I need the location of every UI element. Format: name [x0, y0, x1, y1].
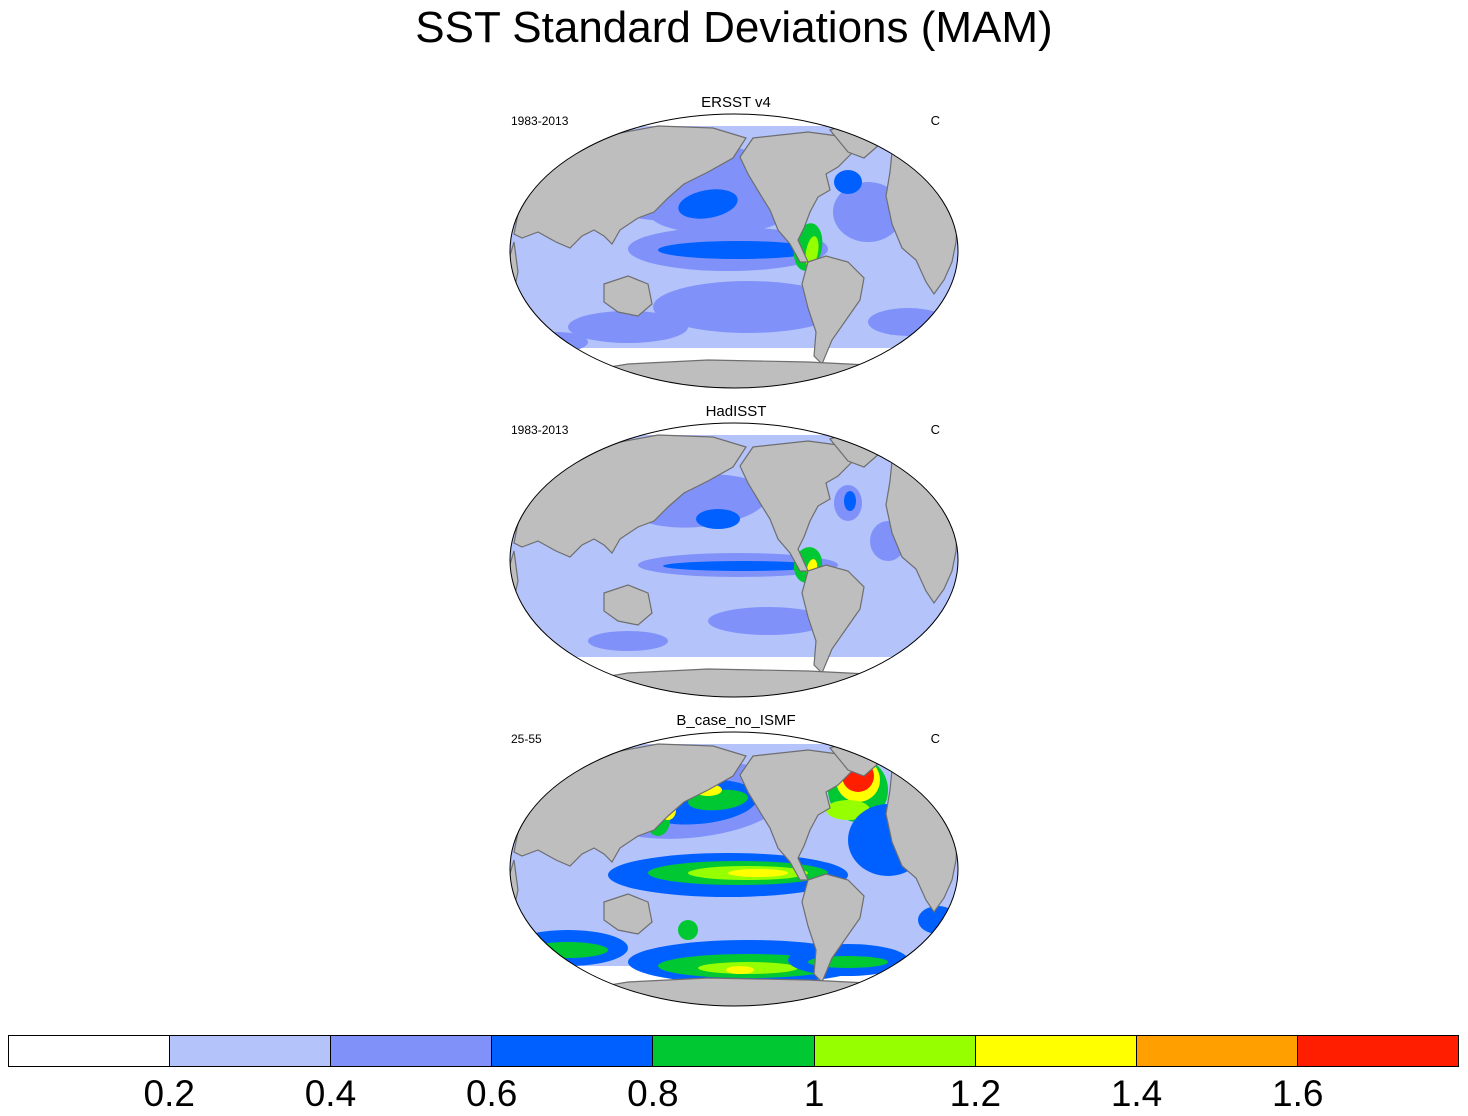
sst-contour-patch [658, 241, 818, 259]
colorbar-tick-label: 1 [803, 1073, 825, 1114]
colorbar-box [653, 1036, 815, 1066]
colorbar-box [975, 1036, 1137, 1066]
land-australia [603, 584, 653, 626]
land-antarctica [566, 977, 931, 1006]
sst-contour-patch [678, 920, 698, 940]
sst-contour-patch [708, 607, 828, 635]
colorbar-tick-label: 0.4 [304, 1073, 357, 1114]
land-south-america [801, 564, 865, 675]
sst-contour-patch [868, 308, 948, 336]
sst-contour-patch [726, 966, 754, 974]
colorbar-tick-label: 0.6 [465, 1073, 518, 1114]
world-map [509, 731, 959, 1007]
figure-title: SST Standard Deviations (MAM) [415, 3, 1053, 52]
colorbar-box [170, 1036, 332, 1066]
colorbar-box [1297, 1036, 1458, 1066]
sst-contour-patch [663, 561, 823, 571]
sst-contour-patch [588, 631, 668, 651]
map-border [509, 422, 959, 698]
land-south-america [801, 873, 865, 984]
sst-contour-patch [568, 311, 688, 343]
land-north-america [739, 131, 854, 263]
panel-units-label: C [930, 113, 940, 128]
colorbar-box [492, 1036, 654, 1066]
world-map [509, 113, 959, 389]
land-antarctica [566, 668, 931, 697]
world-map [509, 422, 959, 698]
panel-title: HadISST [705, 403, 767, 420]
sst-contour-patch [834, 170, 862, 194]
panel-units-label: C [930, 422, 940, 437]
colorbar-box [9, 1036, 171, 1066]
sst-contour-patch [678, 189, 738, 219]
sst-contour-patch [653, 281, 843, 333]
colorbar-tick-label: 0.8 [627, 1073, 679, 1114]
map-panel-model: B_case_no_ISMF 25-55 C [508, 712, 964, 1008]
map-panel-hadisst: HadISST 1983-2013 C [508, 403, 964, 699]
colorbar-tick-label: 1.2 [949, 1073, 1002, 1114]
panel-period-label: 1983-2013 [511, 114, 569, 128]
panel-period-label: 1983-2013 [511, 423, 569, 437]
map-panel-ersst: ERSST v4 1983-2013 C [508, 94, 964, 390]
land-antarctica [566, 359, 931, 388]
panel-title: ERSST v4 [701, 94, 771, 111]
map-border [509, 113, 959, 389]
sst-contour-patch [528, 332, 588, 352]
sst-contour-patch [826, 800, 870, 820]
sst-contour-patch [833, 182, 903, 242]
land-australia [603, 275, 653, 317]
land-south-america [801, 255, 865, 366]
colorbar [8, 1035, 1459, 1067]
panel-title: B_case_no_ISMF [676, 712, 796, 729]
land-north-america [739, 440, 854, 572]
colorbar-tick-label: 0.2 [143, 1073, 195, 1114]
map-border [509, 731, 959, 1007]
colorbar-tick-label: 1.6 [1272, 1073, 1324, 1114]
map-layer [510, 114, 958, 388]
sst-contour-patch [728, 869, 788, 877]
sst-contour-patch [844, 491, 856, 511]
colorbar-box [814, 1036, 976, 1066]
colorbar-box [331, 1036, 493, 1066]
panel-period-label: 25-55 [511, 732, 542, 746]
land-australia [603, 893, 653, 935]
sst-contour-patch [696, 509, 740, 529]
panel-units-label: C [930, 731, 940, 746]
land-north-america [739, 749, 854, 881]
colorbar-box [1136, 1036, 1298, 1066]
sst-contour-patch [528, 942, 608, 958]
sst-contour-patch [918, 906, 958, 934]
colorbar-tick-label: 1.4 [1110, 1073, 1163, 1114]
